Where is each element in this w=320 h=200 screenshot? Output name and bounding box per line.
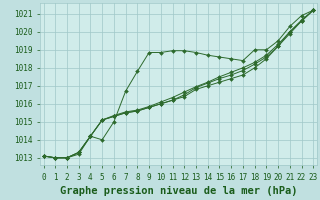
X-axis label: Graphe pression niveau de la mer (hPa): Graphe pression niveau de la mer (hPa) [60, 186, 297, 196]
